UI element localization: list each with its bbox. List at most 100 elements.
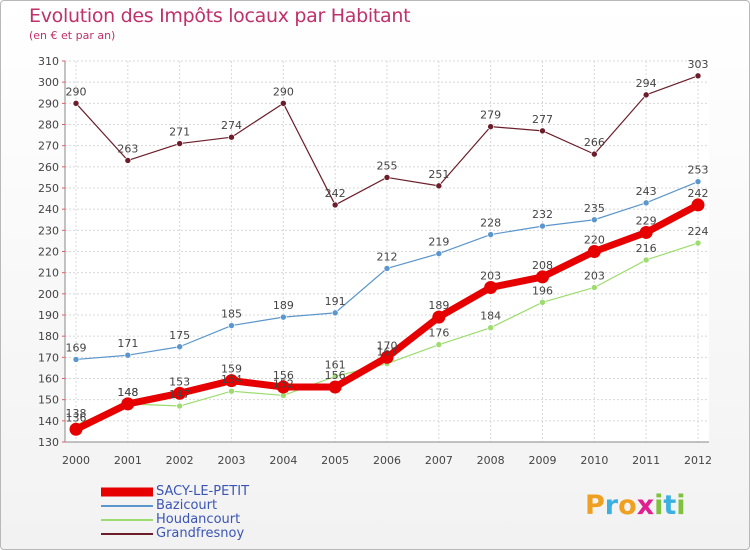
data-point <box>69 422 83 436</box>
data-label: 208 <box>532 259 553 272</box>
data-label: 176 <box>428 327 449 340</box>
data-label: 159 <box>221 363 242 376</box>
data-label: 243 <box>636 185 657 198</box>
y-tick-label: 280 <box>38 119 59 132</box>
legend-item-houdancourt: Houdancourt <box>101 512 361 527</box>
data-label: 169 <box>66 341 87 354</box>
y-tick-label: 290 <box>38 97 59 110</box>
legend-label-houdancourt: Houdancourt <box>156 512 241 527</box>
x-tick-label: 2004 <box>269 454 297 467</box>
y-tick-label: 180 <box>38 330 59 343</box>
data-label: 212 <box>377 250 398 263</box>
data-label: 242 <box>688 187 709 200</box>
data-label: 138 <box>66 407 87 420</box>
data-point <box>228 387 235 395</box>
data-point <box>484 280 498 294</box>
data-point <box>487 324 494 332</box>
data-point <box>380 350 394 364</box>
data-label: 170 <box>377 339 398 352</box>
y-tick-label: 190 <box>38 309 59 322</box>
data-point <box>124 351 132 359</box>
data-label: 184 <box>480 310 501 323</box>
y-tick-label: 150 <box>38 394 59 407</box>
data-point <box>331 201 339 209</box>
y-tick-label: 130 <box>38 436 59 449</box>
data-label: 156 <box>273 369 294 382</box>
legend-label-sacy: SACY-LE-PETIT <box>156 484 250 499</box>
data-point <box>228 133 235 141</box>
data-label: 147 <box>169 388 190 401</box>
brand-letter: t <box>663 490 677 521</box>
data-label: 153 <box>169 375 190 388</box>
y-tick-label: 200 <box>38 288 59 301</box>
data-label: 203 <box>480 269 501 282</box>
data-point <box>280 100 287 107</box>
data-point <box>591 216 598 224</box>
data-label: 263 <box>117 142 138 155</box>
data-point <box>176 402 183 410</box>
data-label: 154 <box>221 373 242 386</box>
data-point <box>487 231 494 238</box>
data-point <box>280 313 287 321</box>
legend-item-bazicourt: Bazicourt <box>101 498 361 513</box>
x-tick-label: 2000 <box>62 454 90 467</box>
x-tick-label: 2010 <box>580 454 608 467</box>
brand-letter: r <box>604 490 619 521</box>
data-label: 242 <box>325 187 346 200</box>
data-point <box>72 356 80 363</box>
x-tick-label: 2012 <box>684 454 712 467</box>
x-tick-label: 2007 <box>425 454 453 467</box>
brand-letter: i <box>654 490 664 521</box>
y-tick-label: 250 <box>38 182 59 195</box>
brand-letter: x <box>636 490 655 521</box>
data-point <box>691 198 705 212</box>
data-point <box>383 174 391 181</box>
y-tick-label: 170 <box>38 351 59 364</box>
data-point <box>587 245 601 258</box>
data-label: 185 <box>221 308 242 321</box>
data-label: 171 <box>117 337 138 350</box>
data-label: 303 <box>688 58 709 71</box>
data-point <box>328 380 342 394</box>
data-point <box>276 380 290 394</box>
legend-swatch-grandfresnoy <box>101 533 153 535</box>
data-label: 279 <box>480 109 501 122</box>
data-point <box>639 225 653 239</box>
data-point <box>536 270 549 284</box>
data-label: 235 <box>584 202 605 215</box>
data-point <box>435 250 443 257</box>
data-point <box>539 127 546 135</box>
data-label: 216 <box>636 242 657 255</box>
data-point <box>225 374 238 388</box>
data-label: 220 <box>584 234 605 247</box>
data-label: 277 <box>532 113 553 126</box>
legend-swatch-bazicourt <box>101 505 153 507</box>
data-point <box>591 284 598 291</box>
legend-item-sacy: SACY-LE-PETIT <box>101 484 361 499</box>
y-tick-label: 210 <box>38 267 59 280</box>
chart-title: Evolution des Impôts locaux par Habitant <box>29 5 411 27</box>
data-label: 219 <box>428 236 449 249</box>
data-point <box>383 265 391 272</box>
brand-letter: P <box>585 490 605 521</box>
y-tick-label: 270 <box>38 140 59 153</box>
data-label: 274 <box>221 119 242 132</box>
data-label: 136 <box>66 411 87 424</box>
y-tick-label: 230 <box>38 224 59 237</box>
data-label: 203 <box>584 269 605 282</box>
chart-subtitle: (en € et par an) <box>29 29 116 42</box>
data-point <box>331 309 339 317</box>
data-label: 228 <box>480 217 501 230</box>
y-tick-label: 300 <box>38 76 59 89</box>
y-tick-label: 310 <box>38 55 59 68</box>
x-tick-label: 2009 <box>529 454 557 467</box>
data-label: 290 <box>66 85 87 98</box>
data-label: 196 <box>532 284 553 297</box>
data-label: 189 <box>273 299 294 312</box>
data-point <box>173 386 187 400</box>
data-point <box>694 239 702 247</box>
x-tick-label: 2002 <box>166 454 194 467</box>
legend-swatch-houdancourt <box>101 519 153 521</box>
data-point <box>591 150 598 158</box>
